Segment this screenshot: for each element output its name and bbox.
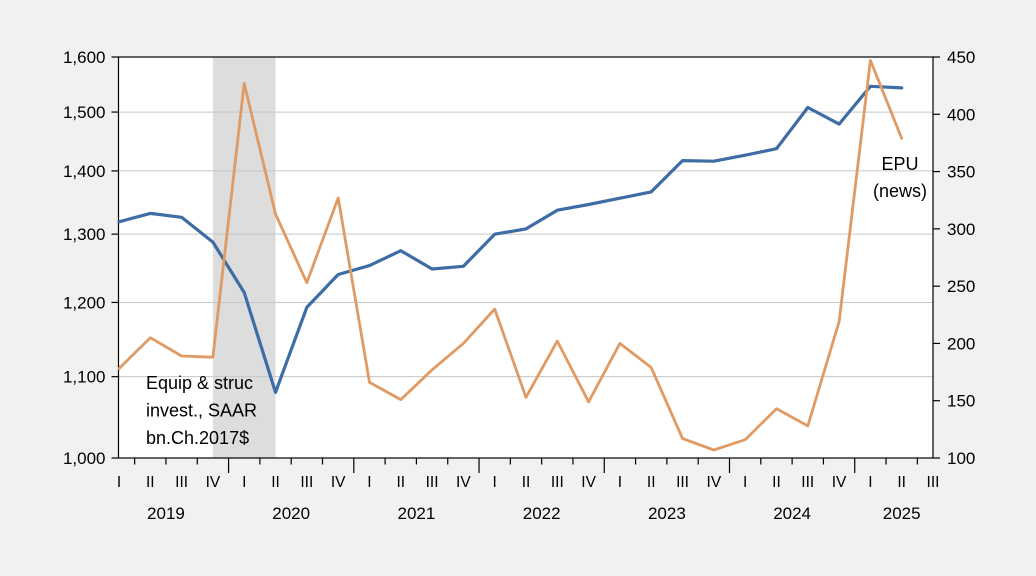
plot-frame <box>117 56 934 459</box>
year-label: 2024 <box>773 504 811 523</box>
quarter-label: III <box>300 474 313 491</box>
quarter-label: III <box>676 474 689 491</box>
left-axis-tick-label: 1,600 <box>63 48 106 67</box>
quarter-label: I <box>868 474 872 491</box>
quarter-label: I <box>618 474 622 491</box>
year-label: 2023 <box>648 504 686 523</box>
annotation-epu-label: EPU <box>881 154 918 174</box>
quarter-label: IV <box>206 474 221 491</box>
quarter-label: I <box>493 474 497 491</box>
year-label: 2022 <box>523 504 561 523</box>
quarter-label: III <box>927 474 940 491</box>
quarter-label: III <box>551 474 564 491</box>
quarter-label: II <box>647 474 656 491</box>
annotation-investment-label: Equip & struc <box>146 373 253 393</box>
left-axis-tick-label: 1,200 <box>63 293 106 312</box>
right-axis-tick-label: 450 <box>947 48 975 67</box>
right-axis-tick-label: 300 <box>947 220 975 239</box>
right-axis-tick-label: 100 <box>947 449 975 468</box>
right-axis-tick-label: 200 <box>947 334 975 353</box>
right-axis-tick-label: 250 <box>947 277 975 296</box>
year-label: 2025 <box>883 504 921 523</box>
left-axis-tick-label: 1,100 <box>63 368 106 387</box>
quarter-label: IV <box>456 474 471 491</box>
left-axis-tick-label: 1,400 <box>63 162 106 181</box>
left-axis-tick-label: 1,000 <box>63 449 106 468</box>
right-axis-tick-label: 350 <box>947 163 975 182</box>
quarter-label: II <box>772 474 781 491</box>
quarter-label: III <box>175 474 188 491</box>
quarter-label: II <box>897 474 906 491</box>
quarter-label: I <box>367 474 371 491</box>
left-axis-tick-label: 1,300 <box>63 225 106 244</box>
quarter-label: IV <box>581 474 596 491</box>
annotation-investment-label: invest., SAAR <box>146 401 257 421</box>
year-label: 2021 <box>398 504 436 523</box>
quarter-label: IV <box>707 474 722 491</box>
quarter-label: III <box>801 474 814 491</box>
quarter-label: II <box>396 474 405 491</box>
left-axis-tick-label: 1,500 <box>63 103 106 122</box>
year-label: 2019 <box>147 504 185 523</box>
quarter-label: I <box>242 474 246 491</box>
year-label: 2020 <box>272 504 310 523</box>
series-investment-line <box>117 84 904 394</box>
annotation-investment-label: bn.Ch.2017$ <box>146 428 249 448</box>
right-axis-tick-label: 150 <box>947 392 975 411</box>
quarter-label: II <box>271 474 280 491</box>
quarter-label: II <box>146 474 155 491</box>
right-axis-tick-label: 400 <box>947 105 975 124</box>
quarter-label: IV <box>832 474 847 491</box>
quarter-label: II <box>522 474 531 491</box>
quarter-label: III <box>426 474 439 491</box>
annotation-epu-label: (news) <box>873 181 927 201</box>
series-epu-line <box>117 59 904 452</box>
quarter-label: I <box>743 474 747 491</box>
quarter-label: I <box>117 474 121 491</box>
quarter-label: IV <box>331 474 346 491</box>
